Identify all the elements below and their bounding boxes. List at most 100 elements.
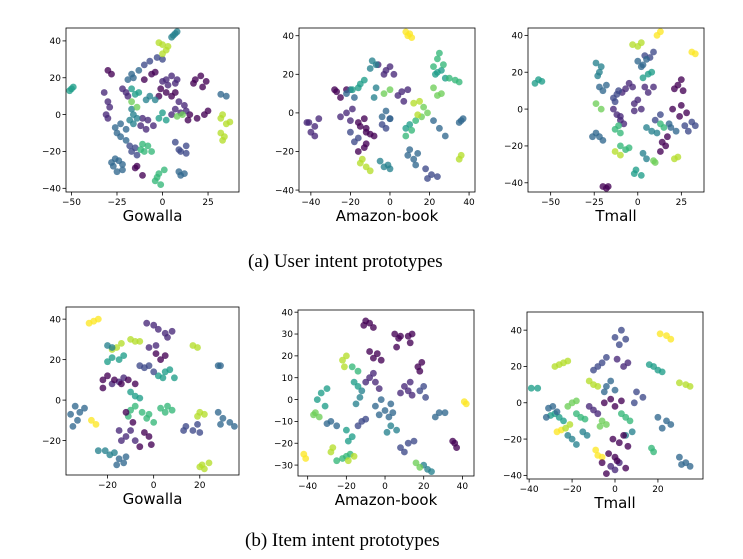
x-axis-label: Gowalla — [123, 490, 183, 508]
scatter-point — [414, 111, 422, 119]
scatter-point — [194, 344, 201, 351]
scatter-point — [366, 348, 373, 355]
scatter-point — [657, 28, 664, 36]
scatter-point — [94, 447, 102, 455]
scatter-point — [600, 388, 608, 396]
scatter-point — [94, 315, 102, 323]
y-tick-label: 0 — [516, 399, 522, 409]
scatter-point — [589, 133, 596, 141]
scatter-point — [138, 408, 146, 416]
scatter-point — [159, 55, 166, 63]
scatter-point — [181, 102, 188, 109]
scatter-point — [611, 334, 619, 341]
scatter-point — [133, 103, 141, 111]
scatter-point — [625, 144, 633, 152]
scatter-point — [366, 167, 374, 175]
scatter-point — [155, 114, 163, 122]
scatter-point — [127, 427, 134, 434]
scatter-point — [373, 350, 381, 358]
scatter-point — [124, 376, 132, 384]
scatter-point — [436, 49, 443, 57]
scatter-point — [199, 83, 207, 91]
scatter-point — [99, 384, 107, 392]
scatter-point — [596, 423, 604, 430]
scatter-point — [127, 336, 134, 343]
scatter-point — [637, 39, 645, 47]
scatter-point — [362, 415, 370, 423]
scatter-point — [654, 413, 662, 421]
caption-item-intent: (b) Item intent prototypes — [245, 530, 440, 551]
scatter-point — [375, 385, 383, 392]
scatter-point — [128, 105, 136, 113]
scatter-point — [386, 115, 394, 123]
scatter-point — [180, 427, 188, 434]
scatter-point — [189, 427, 197, 434]
scatter-point — [118, 437, 125, 444]
scatter-point — [370, 132, 378, 140]
scatter-point — [153, 54, 161, 61]
scatter-point — [380, 90, 388, 97]
scatter-point — [354, 422, 362, 430]
scatter-point — [410, 437, 418, 445]
scatter-point — [691, 122, 699, 130]
scatter-point — [182, 142, 190, 150]
scatter-point — [676, 113, 683, 120]
scatter-point — [615, 122, 622, 130]
scatter-point — [157, 404, 165, 412]
scatter-point — [597, 63, 605, 71]
scatter-point — [592, 100, 600, 107]
scatter-point — [387, 400, 395, 408]
scatter-point — [190, 79, 197, 87]
x-tick-label: −50 — [541, 198, 560, 208]
x-tick-label: −40 — [520, 485, 539, 495]
scatter-point — [354, 383, 362, 390]
scatter-point — [219, 414, 227, 422]
scatter-point — [333, 457, 341, 465]
scatter-point — [323, 385, 331, 392]
scatter-point — [397, 332, 404, 340]
y-tick-label: 0 — [55, 111, 61, 121]
scatter-point — [201, 410, 208, 418]
scatter-point — [226, 118, 234, 126]
scatter-point — [333, 422, 341, 430]
scatter-point — [445, 74, 453, 82]
scatter-point — [667, 335, 675, 343]
scatter-point — [422, 394, 429, 401]
scatter-point — [85, 319, 93, 327]
scatter-point — [202, 78, 210, 85]
scatter-point — [650, 448, 657, 456]
y-tick-label: 10 — [282, 374, 294, 384]
scatter-point — [139, 140, 146, 148]
scatter-point — [122, 125, 130, 133]
scatter-point — [76, 408, 84, 416]
scatter-point — [637, 172, 645, 179]
scatter-point — [691, 50, 699, 58]
scatter-point — [349, 86, 356, 94]
scatter-point — [315, 115, 323, 123]
scatter-point — [351, 94, 358, 101]
scatter-point — [455, 78, 463, 86]
scatter-point — [615, 439, 623, 447]
scatter-point — [130, 74, 137, 82]
scatter-point — [383, 428, 391, 436]
scatter-point — [676, 453, 683, 461]
scatter-point — [372, 378, 379, 386]
scatter-point — [145, 362, 153, 370]
scatter-point — [122, 137, 130, 144]
scatter-point — [104, 98, 112, 106]
scatter-point — [182, 149, 190, 157]
scatter-point — [634, 96, 642, 104]
scatter-point — [140, 148, 148, 155]
x-tick-label: 0 — [382, 482, 388, 492]
scatter-point — [370, 324, 377, 331]
scatter-point — [113, 168, 121, 176]
scatter-point — [643, 155, 650, 163]
scatter-point — [527, 384, 535, 392]
scatter-point — [391, 330, 399, 338]
scatter-point — [664, 133, 671, 141]
scatter-point — [643, 55, 650, 63]
scatter-point — [630, 170, 638, 178]
y-tick-label: 40 — [50, 37, 62, 47]
scatter-point — [356, 394, 364, 401]
scatter-point — [217, 90, 225, 98]
